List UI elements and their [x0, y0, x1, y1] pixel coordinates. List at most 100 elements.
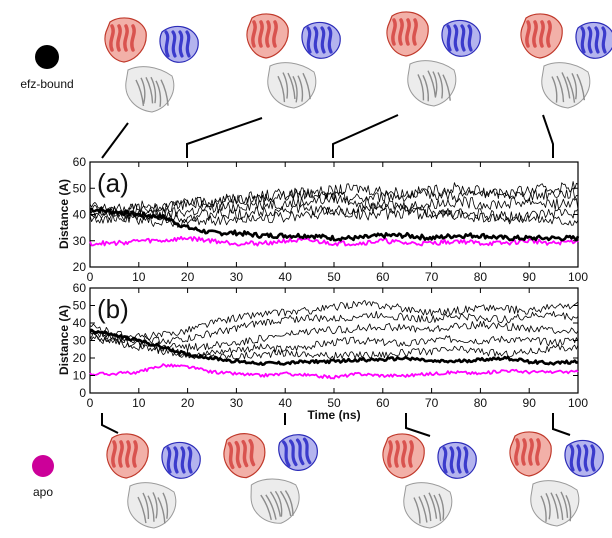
red-helix: [528, 438, 534, 466]
blue-strand: [449, 446, 455, 474]
grey-domain-strand: [147, 495, 155, 522]
blue-strand: [460, 24, 466, 52]
legend-efz-label: efz-bound: [20, 77, 73, 91]
grey-domain-strand: [287, 72, 296, 100]
connector-bottom-1: [101, 413, 119, 434]
grey-domain-strand: [150, 76, 157, 104]
blue-strand: [327, 26, 333, 54]
blue-strand: [456, 446, 462, 474]
legend-efz-marker: [35, 45, 59, 69]
red-helix: [546, 20, 552, 48]
blue-strand: [282, 440, 291, 468]
panel-a-y-tick-label: 40: [73, 208, 87, 222]
blue-strand: [302, 437, 312, 465]
red-helix: [272, 20, 278, 48]
panel-b-ylabel: Distance (A): [57, 305, 71, 375]
grey-domain-strand: [565, 494, 572, 522]
panel-a-x-tick-label: 20: [181, 270, 195, 284]
panel-b-series-efz-line: [89, 310, 579, 345]
panel-a-x-tick-label: 0: [87, 270, 94, 284]
legend-efz: efz-bound: [20, 45, 74, 91]
grey-domain-strand: [279, 490, 292, 517]
grey-domain-strand: [437, 72, 444, 99]
panel-b-y-tick-label: 40: [73, 316, 87, 330]
grey-domain-strand: [566, 76, 576, 103]
blue-strand: [576, 444, 582, 472]
panel-b-y-tick-label: 20: [73, 351, 87, 365]
blue-strand: [467, 24, 473, 52]
blue-strand: [313, 26, 319, 54]
panel-b-x-tick-label: 70: [425, 396, 439, 410]
grey-domain-strand: [571, 72, 578, 100]
protein-structure-image: [386, 11, 481, 107]
grey-domain-shape: [267, 62, 317, 109]
grey-domain-strand: [422, 75, 429, 102]
blue-strand: [164, 30, 170, 58]
red-helix: [118, 440, 124, 468]
blue-strand: [590, 444, 596, 472]
panel-a-y-ticks: 20 30 40 50 60: [73, 155, 578, 274]
grey-domain-strand: [160, 79, 169, 106]
grey-domain-strand: [432, 71, 438, 98]
grey-domain-strand: [297, 75, 304, 102]
blue-strand: [171, 30, 177, 58]
grey-domain-strand: [292, 76, 298, 103]
red-helix: [125, 440, 131, 468]
red-helix: [521, 438, 527, 466]
panel-a-ylabel: Distance (A): [57, 179, 71, 249]
grey-domain-strand: [152, 492, 158, 519]
panel-b-x-tick-label: 90: [523, 396, 537, 410]
panel-a-x-tick-label: 80: [474, 270, 488, 284]
panel-b-x-ticks: 0 10 20 30 40 50 60 70 80 90 100: [87, 288, 588, 410]
panel-b-x-tick-label: 0: [87, 396, 94, 410]
connector-top-3: [332, 114, 399, 158]
grey-domain-strand: [561, 72, 571, 99]
panel-a-x-tick-label: 60: [376, 270, 390, 284]
red-helix: [116, 24, 122, 52]
panel-b-label: (b): [97, 294, 129, 324]
panel-b-series-efz-line: [89, 300, 579, 341]
grey-domain-strand: [555, 493, 564, 520]
panel-a-x-tick-label: 90: [523, 270, 537, 284]
panel-b-series: [89, 300, 579, 380]
grey-domain-shape: [407, 60, 457, 107]
panel-a-series-efz-bold-line: [89, 207, 580, 242]
panel-a-x-tick-label: 10: [132, 270, 146, 284]
panel-b-series-apo-line: [89, 363, 579, 380]
grey-domain-strand: [137, 496, 147, 524]
panel-b-series-efz-bold-line: [89, 328, 579, 367]
legend-apo-label: apo: [33, 485, 53, 499]
blue-strand: [463, 446, 469, 474]
red-helix: [251, 20, 257, 48]
connector-top-2: [186, 117, 263, 158]
blue-strand: [580, 26, 586, 54]
panel-b-series-efz-line: [89, 320, 579, 352]
top-structure-snapshots: [104, 11, 612, 113]
grey-domain-strand: [576, 73, 586, 101]
panel-b-y-tick-label: 30: [73, 334, 87, 348]
red-helix: [394, 440, 400, 468]
grey-domain-strand: [282, 72, 289, 99]
legend-apo-marker: [32, 455, 54, 477]
panel-b-y-tick-label: 60: [73, 281, 87, 295]
grey-domain-strand: [274, 490, 283, 517]
blue-domain-shape: [278, 434, 318, 471]
panel-b-x-tick-label: 10: [132, 396, 146, 410]
red-helix: [535, 438, 541, 466]
panel-b-xlabel: Time (ns): [307, 408, 360, 422]
panel-b-x-tick-label: 40: [279, 396, 293, 410]
panel-b-x-tick-label: 20: [181, 396, 195, 410]
panel-a-x-tick-label: 30: [230, 270, 244, 284]
red-helix: [387, 440, 393, 468]
panel-a-y-tick-label: 50: [73, 181, 87, 195]
grey-domain-strand: [423, 494, 432, 522]
grey-domain-strand: [556, 75, 565, 103]
blue-strand: [601, 26, 607, 54]
panel-a: 0 10 20 30 40 50 60 70 80 90 100 20 30 40 50 60 (a) Di…: [57, 155, 588, 284]
blue-strand: [180, 446, 186, 474]
panel-b-x-tick-label: 50: [327, 396, 341, 410]
grey-domain-strand: [550, 492, 559, 519]
grey-domain-strand: [413, 497, 421, 524]
red-helix: [539, 20, 545, 48]
